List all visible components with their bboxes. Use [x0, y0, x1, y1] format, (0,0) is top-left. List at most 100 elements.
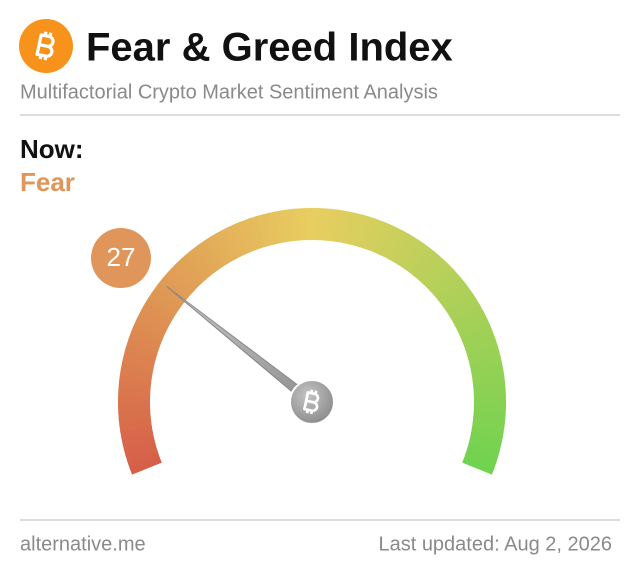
now-label: Now:	[20, 134, 84, 164]
arc-segment	[262, 212, 277, 246]
arc-segment	[343, 211, 358, 245]
arc-segment	[459, 321, 492, 341]
subtitle: Multifactorial Crypto Market Sentiment A…	[20, 81, 438, 103]
arc-segment	[305, 208, 314, 241]
hub-icon-shape	[303, 389, 320, 415]
arc-segment	[232, 222, 252, 255]
arc-segment	[175, 259, 203, 288]
arc-segment	[122, 436, 156, 451]
arc-segment	[170, 263, 199, 291]
arc-segment	[133, 319, 166, 340]
arc-segment	[401, 240, 426, 271]
arc-segment	[414, 251, 441, 281]
arc-segment	[462, 457, 495, 475]
arc-segment	[141, 303, 173, 325]
arc-segment	[373, 222, 393, 255]
arc-segment	[226, 224, 247, 257]
arc-segment	[129, 456, 162, 475]
gauge-needle	[166, 285, 316, 407]
arc-segment	[473, 394, 506, 402]
arc-segment	[454, 309, 487, 331]
arc-segment	[467, 442, 500, 458]
arc-segment	[465, 338, 498, 356]
arc-segment	[128, 331, 162, 350]
title: Fear & Greed Index	[86, 26, 453, 70]
arc-segment	[154, 282, 185, 308]
arc-segment	[353, 214, 370, 248]
arc-segment	[470, 427, 504, 440]
arc-segment	[466, 344, 500, 361]
hub-icon	[303, 389, 320, 415]
arc-segment	[418, 255, 446, 285]
arc-segment	[144, 297, 176, 321]
logo-icon	[19, 19, 73, 73]
arc-segment	[274, 210, 287, 244]
arc-segment	[426, 264, 454, 292]
value-badge	[91, 228, 151, 288]
arc-segment	[209, 233, 233, 265]
arc-segment	[378, 225, 399, 258]
arc-segment	[121, 355, 155, 370]
arc-segment	[255, 214, 272, 247]
arc-segment	[358, 216, 376, 249]
arc-segment	[121, 431, 154, 445]
arc-segment	[127, 451, 160, 469]
arc-segment	[469, 432, 503, 446]
arc-segment	[118, 399, 151, 407]
arc-segment	[461, 326, 494, 346]
arc-segment	[215, 230, 237, 262]
gauge-needle-group	[166, 285, 335, 425]
arc-segment	[184, 250, 211, 280]
arc-segment	[179, 254, 207, 284]
arc-segment	[470, 362, 504, 376]
arc-segment	[280, 209, 292, 243]
source: alternative.me	[20, 533, 146, 555]
arc-segment	[471, 421, 505, 434]
arc-segment	[135, 314, 168, 335]
arc-segment	[268, 211, 282, 245]
arc-segment	[327, 208, 339, 242]
arc-segment	[472, 416, 506, 428]
arc-segment	[465, 447, 499, 465]
arc-segment	[189, 246, 215, 277]
arc-segment	[463, 452, 497, 470]
arc-segment	[422, 259, 450, 288]
arc-segment	[333, 209, 345, 243]
arc-segment	[449, 298, 481, 322]
arc-segment	[348, 213, 364, 246]
arc-segment	[322, 208, 333, 241]
arc-segment	[124, 343, 158, 360]
arc-segment	[368, 220, 388, 253]
arc-segment	[120, 426, 153, 439]
arc-segment	[446, 293, 477, 317]
arc-segment	[405, 243, 431, 274]
arc-segment	[125, 446, 159, 463]
arc-segment	[471, 369, 505, 381]
arc-segment	[299, 208, 308, 241]
arc-segment	[238, 219, 257, 253]
arc-segment	[468, 437, 502, 452]
arc-segment	[126, 337, 160, 355]
arc-segment	[123, 441, 157, 457]
arc-segment	[166, 267, 195, 295]
arc-segment	[468, 350, 501, 366]
arc-segment	[397, 237, 421, 268]
arc-segment	[120, 361, 154, 375]
arc-segment	[440, 283, 470, 308]
arc-segment	[119, 374, 152, 386]
arc-segment	[118, 405, 151, 414]
arc-segment	[363, 218, 382, 251]
arc-segment	[147, 292, 179, 316]
arc-segment	[443, 288, 474, 313]
arc-segment	[162, 272, 192, 299]
arc-segment	[456, 315, 489, 336]
arc-segment	[429, 268, 459, 296]
arc-segment	[194, 243, 219, 274]
arc-segment	[123, 349, 157, 365]
arc-segment	[119, 367, 153, 380]
arc-segment	[243, 217, 262, 251]
arc-segment	[151, 287, 182, 312]
arc-segment	[451, 304, 484, 326]
arc-segment	[436, 278, 467, 304]
